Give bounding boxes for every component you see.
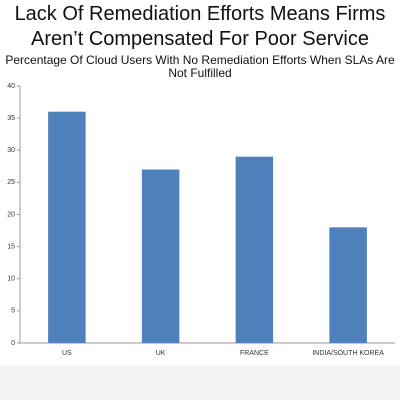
y-tick-label: 5 xyxy=(11,308,15,315)
chart-title: Lack Of Remediation Efforts Means Firms … xyxy=(14,3,386,50)
bar xyxy=(329,227,367,343)
chart-subtitle: Percentage Of Cloud Users With No Remedi… xyxy=(5,53,395,80)
y-tick-label: 40 xyxy=(7,83,15,90)
y-tick-label: 20 xyxy=(7,211,15,218)
y-tick-label: 0 xyxy=(11,340,15,347)
y-tick-label: 35 xyxy=(7,115,15,122)
y-tick-label: 10 xyxy=(7,276,15,283)
x-tick-label: UK xyxy=(156,350,166,357)
bar xyxy=(48,111,86,343)
y-tick-label: 25 xyxy=(7,179,15,186)
y-tick-label: 30 xyxy=(7,147,15,154)
y-tick-label: 15 xyxy=(7,243,15,250)
bar xyxy=(235,156,274,343)
footer-band xyxy=(0,365,400,400)
bar xyxy=(141,169,180,343)
x-tick-label: INDIA/SOUTH KOREA xyxy=(312,350,384,357)
x-tick-label: US xyxy=(62,350,72,357)
x-tick-label: FRANCE xyxy=(240,350,269,357)
